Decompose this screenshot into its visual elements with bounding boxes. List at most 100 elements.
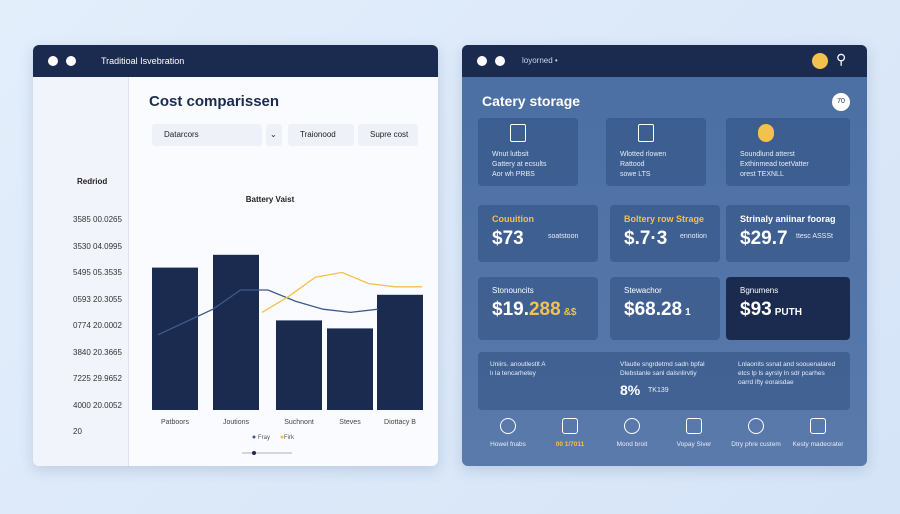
bar — [377, 294, 423, 410]
card — [478, 205, 598, 262]
price-value: $73 — [492, 228, 524, 249]
card-text: Wlotted rlowen — [620, 151, 667, 158]
dropdown[interactable]: Traionood — [288, 124, 354, 146]
sidebar-row: 7225 29.9652 — [73, 374, 122, 383]
sidebar-row: 20 — [73, 427, 82, 436]
info-note: TK139 — [648, 387, 669, 394]
info-text: Dlebstanle sanl dalsnlirvtiy — [620, 370, 697, 377]
dropdown[interactable]: Supre cost — [358, 124, 418, 146]
price-note: ttesc ASSSt — [796, 233, 833, 240]
icon — [562, 418, 578, 434]
icon — [748, 418, 764, 434]
dot — [66, 56, 76, 66]
info-text: etcs lp ls ayrsly ln sdr pcarhes — [738, 370, 825, 377]
bar — [327, 328, 373, 410]
x-label: Joutions — [223, 419, 250, 426]
sidebar-row: 3530 04.0995 — [73, 241, 122, 251]
sidebar-label: Redriod — [77, 177, 108, 186]
avatar[interactable] — [812, 53, 828, 69]
card — [478, 277, 598, 340]
total-label: Stonouncits — [492, 286, 534, 295]
info-stat: 8% — [620, 382, 641, 398]
icon — [686, 418, 702, 434]
card-text: orest TEXNLL — [740, 171, 784, 178]
icon — [638, 124, 654, 142]
info-text: Vfautle sngrdetmd sadn bpfal — [620, 361, 705, 368]
total-note: &$ — [563, 307, 577, 318]
card-text: Exthinmead toetVatter — [740, 161, 809, 168]
total-value: $93 PUTH — [740, 299, 802, 321]
line — [157, 289, 379, 336]
search-icon[interactable]: ⚲ — [836, 51, 847, 67]
x-label: Steves — [339, 419, 361, 426]
icon — [758, 124, 774, 142]
bar — [152, 267, 198, 410]
sidebar — [33, 77, 129, 466]
line — [261, 271, 422, 313]
window-title: Traditioal Isvebration — [101, 56, 185, 66]
card — [478, 118, 578, 186]
sidebar-row: 0774 20.0002 — [73, 321, 122, 330]
dot — [495, 56, 505, 66]
total-value: $68.28 1 — [624, 299, 691, 321]
price-note: soatstoon — [548, 233, 579, 240]
legend-swatch — [252, 435, 256, 439]
price-value: $29.7 — [740, 228, 788, 249]
price-label: Couuition — [492, 214, 534, 224]
sidebar-row: 4000 20.0052 — [73, 400, 122, 410]
scroll-thumb — [252, 451, 256, 455]
sidebar-row: 3585 00.0265 — [73, 215, 122, 224]
sidebar-row: 5495 05.3535 — [73, 268, 122, 277]
legend-label: Fray — [258, 435, 270, 441]
header — [462, 45, 867, 77]
card-text: Gattery at ecsults — [492, 161, 547, 168]
info-text: oarrd ifty eoraisdae — [738, 379, 794, 386]
total-note: 1 — [685, 307, 691, 318]
legend-label: Firk — [284, 435, 295, 441]
info-text: lı la tencarhetey — [490, 370, 536, 377]
sidebar-row: 3840 20.3665 — [73, 347, 122, 357]
price-label: Boltery row Strage — [624, 214, 705, 224]
total-label: Stewachor — [624, 286, 662, 295]
dropdown-arrow[interactable]: ⌄ — [266, 124, 282, 146]
total-accent: 288 — [528, 299, 561, 320]
card — [610, 205, 720, 262]
card-text: sowe LTS — [620, 171, 651, 178]
x-label: Suchnont — [284, 419, 314, 426]
title: Catery storage — [482, 93, 581, 109]
card — [726, 118, 850, 186]
icon — [510, 124, 526, 142]
bar — [276, 320, 322, 410]
icon-label: 00 1/7011 — [555, 441, 585, 448]
icon — [810, 418, 826, 434]
sidebar-rows: 3585 00.0265 3530 04.0995 5495 05.3535 0593… — [73, 207, 122, 446]
icon — [624, 418, 640, 434]
price-label: Strinaly aniinar foorag — [740, 214, 836, 224]
card-text: Soundlund atterst — [740, 151, 795, 158]
total-value: $19. — [492, 299, 529, 320]
info-text: Lnlaonits ssnat and soouenalared — [738, 361, 836, 368]
x-label: Patboors — [161, 419, 190, 426]
dot — [477, 56, 487, 66]
dropdown[interactable]: Datarcors — [152, 124, 262, 146]
icon-label: Dtry phre custem — [731, 441, 781, 448]
total-value: $19. 288 &$ — [492, 299, 576, 321]
icon-label: Howel fnabs — [490, 441, 526, 448]
price-value: $.7·3 — [624, 228, 668, 249]
window-title: loyorned • — [522, 56, 558, 65]
card — [478, 352, 850, 410]
card-text: Aor wh PRBS — [492, 171, 535, 178]
chart-title: Battery Vaist — [246, 195, 295, 204]
legend-swatch — [280, 435, 284, 439]
icon — [500, 418, 516, 434]
total-value: $93 — [740, 299, 772, 320]
price-note: ennotion — [680, 233, 707, 240]
sidebar-row: 0593 20.3055 — [73, 294, 122, 304]
card-text: Rattood — [620, 161, 645, 168]
icon-label: Vopay Siver — [676, 441, 712, 448]
card-text: Wnut lutbsit — [492, 151, 529, 158]
total-note: PUTH — [774, 307, 802, 318]
right-window: loyorned • ⚲ Catery storage 70 — [462, 45, 867, 466]
